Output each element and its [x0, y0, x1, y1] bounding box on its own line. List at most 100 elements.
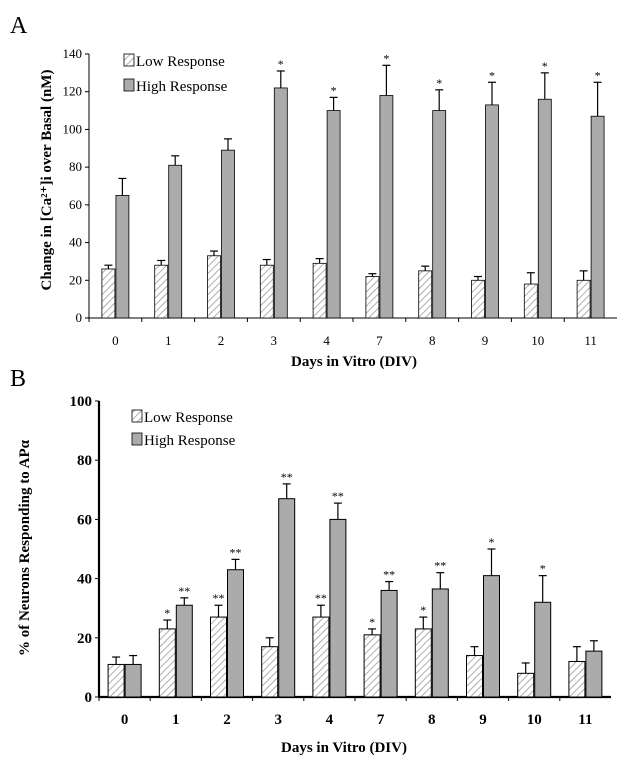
significance-marker: * [436, 76, 442, 90]
y-tick-label: 140 [63, 46, 83, 61]
bar-low-response [568, 660, 586, 698]
bar-low-response [154, 264, 169, 319]
panel-b-letter: B [10, 366, 26, 392]
significance-marker: * [331, 83, 337, 97]
bar-low-response [210, 616, 227, 698]
panel-a-xlabel: Days in Vitro (DIV) [291, 354, 417, 370]
x-tick-label: 1 [172, 712, 180, 728]
y-tick-label: 100 [70, 394, 93, 410]
y-tick-label: 0 [76, 310, 83, 325]
significance-marker: * [489, 535, 495, 549]
bar-low-response [259, 264, 274, 319]
panel-b-legend-high-label: High Response [144, 433, 236, 449]
panel-a-legend-high-swatch [123, 78, 135, 92]
x-tick-label: 0 [121, 712, 129, 728]
panel-b-legend-low-label: Low Response [144, 410, 233, 426]
bar-high-response [124, 663, 142, 698]
bar-high-response [537, 98, 552, 319]
bar-low-response [207, 255, 221, 319]
bar-low-response [312, 616, 330, 698]
bar-high-response [227, 569, 244, 698]
bar-low-response [471, 279, 485, 319]
panel-a-ylabel: Change in [Ca²⁺]i over Basal (nM) [39, 70, 55, 291]
bar-high-response [329, 518, 347, 698]
y-tick-label: 40 [69, 235, 82, 250]
y-tick-label: 0 [85, 690, 93, 706]
significance-marker: ** [178, 584, 190, 598]
significance-marker: ** [230, 545, 242, 559]
significance-marker: * [420, 603, 426, 617]
y-tick-label: 60 [77, 512, 92, 528]
bar-low-response [517, 672, 535, 698]
bar-low-response [365, 276, 380, 319]
bar-high-response [175, 604, 193, 698]
y-tick-label: 40 [77, 572, 92, 588]
x-tick-label: 4 [323, 333, 330, 348]
bar-high-response [326, 110, 341, 319]
x-tick-label: 2 [223, 712, 231, 728]
bar-low-response [363, 634, 381, 698]
bar-high-response [432, 110, 447, 319]
x-tick-label: 4 [326, 712, 334, 728]
bar-high-response [379, 95, 394, 319]
y-tick-label: 60 [69, 197, 82, 212]
bar-high-response [273, 87, 288, 319]
bar-high-response [585, 650, 603, 698]
significance-marker: ** [213, 591, 225, 605]
bar-low-response [158, 628, 176, 698]
bar-high-response [221, 149, 235, 319]
bar-high-response [115, 195, 130, 319]
x-tick-label: 10 [527, 712, 542, 728]
panel-a-legend-high-label: High Response [136, 79, 228, 95]
x-tick-label: 8 [429, 333, 436, 348]
bar-low-response [414, 628, 432, 698]
bar-high-response [278, 498, 296, 698]
bar-high-response [485, 104, 499, 319]
y-tick-label: 80 [69, 159, 82, 174]
significance-marker: ** [434, 559, 446, 573]
y-tick-label: 120 [63, 84, 83, 99]
panel-b-legend-high-swatch [131, 432, 143, 446]
significance-marker: * [369, 615, 375, 629]
bar-high-response [431, 588, 449, 698]
significance-marker: ** [332, 489, 344, 503]
y-tick-label: 100 [63, 121, 83, 136]
panel-a-letter: A [10, 13, 28, 39]
significance-marker: ** [383, 568, 395, 582]
bar-low-response [261, 646, 279, 698]
bar-low-response [576, 279, 591, 319]
x-tick-label: 0 [112, 333, 119, 348]
significance-marker: * [383, 51, 389, 65]
panel-b-xlabel: Days in Vitro (DIV) [281, 740, 407, 756]
bar-high-response [380, 589, 398, 698]
significance-marker: ** [281, 470, 293, 484]
panel-a-legend-low-swatch [123, 53, 135, 67]
significance-marker: * [542, 59, 548, 73]
y-tick-label: 20 [69, 272, 82, 287]
bar-low-response [523, 283, 538, 319]
x-tick-label: 7 [377, 712, 385, 728]
significance-marker: * [540, 562, 546, 576]
bar-high-response [534, 601, 552, 698]
x-tick-label: 3 [274, 712, 282, 728]
bar-low-response [101, 268, 116, 319]
panel-a-plot: 0 20 40 60 80 100 120 140 0 1 2 3 * 4 * 7 * 8 * 9 * 10 * 11 * [63, 46, 617, 348]
bar-low-response [466, 655, 483, 698]
significance-marker: ** [315, 591, 327, 605]
x-tick-label: 10 [531, 333, 544, 348]
x-tick-label: 2 [218, 333, 225, 348]
bar-low-response [418, 270, 433, 319]
x-tick-label: 9 [479, 712, 487, 728]
bar-low-response [312, 262, 327, 319]
x-tick-label: 11 [584, 333, 597, 348]
panel-a-legend-low-label: Low Response [136, 54, 225, 70]
bar-high-response [590, 115, 605, 319]
x-tick-label: 9 [482, 333, 489, 348]
panel-b-legend-low-swatch [131, 409, 143, 423]
y-tick-label: 80 [77, 453, 92, 469]
bar-low-response [107, 663, 125, 698]
x-tick-label: 8 [428, 712, 436, 728]
